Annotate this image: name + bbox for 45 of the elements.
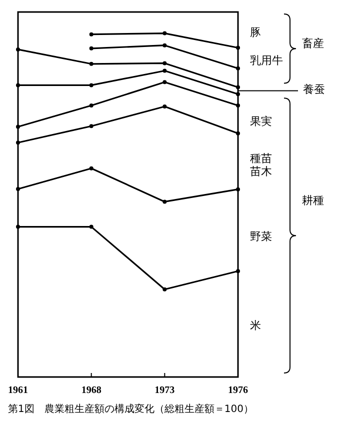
point (236, 103, 240, 108)
point (89, 103, 94, 108)
point (162, 104, 167, 109)
point (236, 269, 240, 274)
x-tick-label: 1976 (228, 385, 248, 396)
text: 畜産 (302, 37, 324, 50)
point (16, 83, 20, 88)
point (162, 80, 167, 84)
point (236, 187, 240, 192)
text: 豚 (250, 26, 261, 39)
text: 果実 (250, 115, 272, 128)
point (16, 47, 20, 52)
point (236, 92, 240, 96)
text: 第1図 農業粗生産額の構成変化（総粗生産額＝100） (8, 403, 254, 415)
point (16, 140, 20, 145)
point (89, 224, 94, 229)
text: 種苗 (250, 152, 272, 165)
point (89, 83, 94, 88)
point (162, 31, 167, 36)
text: 苗木 (250, 165, 272, 178)
text: 養蚕 (303, 83, 325, 96)
point (236, 85, 240, 90)
point (89, 62, 94, 66)
point (89, 32, 94, 36)
point (236, 131, 240, 136)
point (236, 66, 240, 70)
point (16, 187, 20, 191)
text: 乳用牛 (250, 54, 283, 67)
point (89, 124, 94, 128)
x-tick-label: 1968 (81, 385, 102, 396)
point (16, 224, 20, 229)
point (236, 46, 240, 50)
point (162, 287, 167, 292)
text: 米 (250, 319, 261, 332)
point (162, 43, 167, 48)
text: 耕種 (302, 194, 324, 207)
text: 野菜 (250, 230, 272, 243)
x-tick-label: 1961 (8, 385, 28, 396)
point (89, 166, 94, 170)
point (89, 46, 94, 50)
x-tick-label: 1973 (154, 385, 175, 396)
point (162, 68, 167, 73)
point (16, 124, 20, 129)
point (162, 200, 167, 204)
point (162, 61, 167, 66)
